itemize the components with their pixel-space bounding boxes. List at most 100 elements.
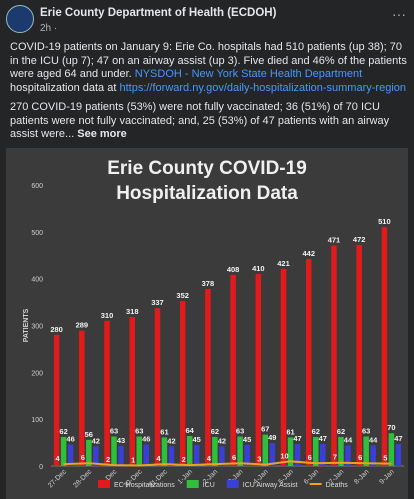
bar	[262, 434, 269, 466]
bar	[244, 444, 250, 466]
bar	[345, 445, 351, 466]
text: COVID-19 patients on January 9: Erie Co.…	[10, 41, 407, 80]
bar	[186, 436, 193, 466]
data-label: 62	[337, 427, 345, 436]
data-label: 472	[353, 235, 366, 244]
data-label: 42	[167, 436, 175, 445]
data-label: 421	[277, 259, 290, 268]
data-label: 3	[257, 455, 261, 464]
bar	[395, 443, 402, 466]
data-label: 6	[308, 453, 312, 462]
avatar[interactable]	[6, 5, 34, 33]
data-label: 471	[328, 235, 341, 244]
y-tick-label: 100	[31, 417, 43, 424]
bar	[179, 301, 186, 466]
legend-label: ICU	[203, 482, 215, 489]
bar	[313, 436, 319, 466]
data-label: 2	[182, 455, 186, 464]
legend-swatch	[186, 480, 199, 488]
bar	[294, 443, 301, 466]
bar	[93, 446, 99, 466]
data-label: 280	[50, 325, 63, 334]
bar	[280, 268, 287, 466]
data-label: 337	[151, 298, 164, 307]
y-tick-label: 300	[31, 324, 43, 331]
data-label: 61	[160, 427, 168, 436]
data-label: 318	[126, 307, 139, 316]
text: 270 COVID-19 patients (53%) were not ful…	[10, 101, 390, 140]
data-label: 56	[85, 430, 93, 439]
data-label: 63	[135, 426, 143, 435]
bar	[370, 445, 376, 466]
chart-title: Erie County COVID-19 Hospitalization Dat…	[107, 158, 307, 204]
data-label: 289	[76, 321, 89, 330]
chart-image[interactable]: Erie County COVID-19 Hospitalization Dat…	[6, 148, 408, 499]
data-label: 47	[319, 434, 327, 443]
data-label: 44	[369, 435, 378, 444]
data-label: 352	[176, 291, 189, 300]
data-label: 408	[227, 265, 240, 274]
line	[63, 460, 392, 467]
data-label: 46	[66, 434, 74, 443]
data-label: 67	[261, 425, 269, 434]
bar	[363, 436, 369, 466]
data-label: 70	[387, 423, 395, 432]
x-tick-label: 8-Jan	[353, 468, 370, 485]
bar	[338, 436, 344, 466]
data-label: 510	[378, 217, 391, 226]
link[interactable]: https://forward.ny.gov/daily-hospitaliza…	[119, 81, 406, 94]
data-label: 47	[394, 434, 402, 443]
y-tick-label: 500	[31, 230, 43, 237]
data-label: 42	[92, 436, 100, 445]
link[interactable]: NYSDOH - New York State Health Departmen…	[134, 68, 363, 80]
bar	[53, 334, 60, 466]
bar	[237, 436, 243, 466]
author[interactable]: Erie County Department of Health (ECDOH)	[40, 7, 277, 19]
data-label: 378	[202, 279, 215, 288]
data-label: 64	[186, 426, 195, 435]
data-label: 62	[211, 427, 219, 436]
data-label: 42	[218, 436, 226, 445]
bar	[118, 445, 124, 466]
bar	[67, 444, 74, 466]
menu[interactable]: ···	[392, 6, 406, 22]
data-label: 43	[117, 436, 125, 445]
data-label: 6	[358, 453, 362, 462]
data-label: 1	[131, 456, 135, 465]
y-tick-label: 400	[31, 277, 43, 284]
data-label: 4	[156, 454, 161, 463]
bar	[287, 437, 294, 466]
y-tick-label: 600	[31, 183, 43, 190]
data-label: 63	[236, 426, 244, 435]
data-label: 10	[280, 451, 288, 460]
x-tick-label: 28-Dec	[72, 468, 93, 489]
bar	[219, 446, 225, 466]
bar	[212, 436, 218, 466]
bar	[381, 227, 388, 466]
y-tick-label: 0	[39, 464, 43, 471]
bar	[306, 258, 312, 466]
bar	[168, 446, 175, 466]
data-label: 63	[110, 426, 118, 435]
data-label: 47	[293, 434, 301, 443]
see-more[interactable]: See more	[77, 128, 127, 140]
data-label: 6	[232, 453, 236, 462]
data-label: 44	[344, 435, 353, 444]
bar	[111, 436, 117, 466]
bar	[60, 436, 67, 466]
data-label: 4	[207, 454, 212, 463]
legend-label: ICU Airway Assist	[243, 482, 298, 489]
data-label: 62	[59, 427, 67, 436]
legend-label: Deaths	[326, 482, 349, 489]
x-tick-label: 9-Jan	[378, 468, 395, 485]
data-label: 45	[243, 435, 251, 444]
y-tick-label: 200	[31, 370, 43, 377]
bar	[269, 443, 276, 466]
paragraph: COVID-19 patients on January 9: Erie Co.…	[10, 41, 408, 95]
data-label: 46	[142, 434, 150, 443]
timestamp[interactable]: 2h ·	[40, 23, 58, 34]
data-label: 310	[101, 311, 114, 320]
data-label: 62	[312, 427, 320, 436]
